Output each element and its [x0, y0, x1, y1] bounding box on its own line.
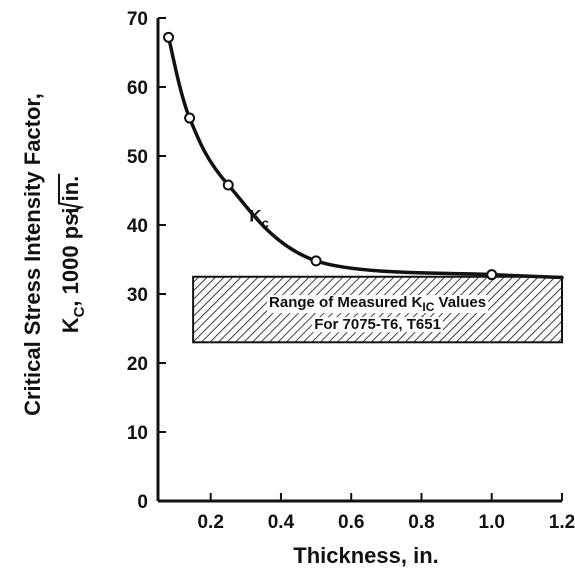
y-tick-label: 30: [127, 285, 148, 306]
series-group: [163, 31, 564, 281]
y-tick-label: 50: [127, 147, 148, 168]
band-annotation: Range of Measured KIC Values For 7075-T6…: [267, 294, 489, 333]
y-axis-label-k-subscript: C: [71, 306, 88, 317]
band-annotation-sub: IC: [422, 300, 434, 314]
x-tick-label: 0.4: [268, 512, 295, 533]
band-annotation-pre: Range of Measured K: [269, 294, 423, 311]
y-axis-label-line2: KC, 1000 psi in.: [58, 176, 88, 334]
series-label-kc: Kc: [249, 207, 269, 231]
y-tick-label: 40: [127, 216, 148, 237]
y-tick-label: 70: [127, 9, 148, 30]
x-tick-label: 0.2: [197, 512, 223, 533]
data-point-marker: [310, 255, 322, 267]
y-axis-label-root-arg: in.: [58, 176, 83, 202]
data-point-marker: [486, 269, 498, 281]
x-tick-label: 0.6: [338, 512, 364, 533]
band-annotation-post: Values: [434, 294, 486, 311]
data-point-marker: [222, 179, 234, 191]
band-annotation-bg-2: [312, 317, 443, 333]
band-annotation-line1: Range of Measured KIC Values: [269, 294, 486, 314]
y-tick-label: 0: [137, 492, 148, 513]
y-axis-label-k: K: [58, 317, 83, 333]
y-tick-label: 60: [127, 78, 148, 99]
y-axis-label-line1: Critical Stress Intensity Factor,: [20, 93, 45, 416]
y-axis-label-units: , 1000 psi: [58, 201, 83, 306]
series-line-kc: [166, 35, 564, 280]
x-axis-ticks: 0.2 0.4 0.6 0.8 1.0 1.2: [197, 493, 575, 533]
series-label-k: K: [249, 207, 262, 226]
x-axis-label: Thickness, in.: [293, 543, 439, 568]
data-point-marker: [184, 112, 196, 124]
y-axis-label: Critical Stress Intensity Factor, KC, 10…: [20, 93, 88, 416]
plot-frame: [156, 18, 562, 503]
sqrt-sign-icon: [58, 173, 85, 218]
x-tick-label: 0.8: [408, 512, 434, 533]
series-label-sub: c: [262, 216, 269, 231]
band-annotation-line2: For 7075-T6, T651: [314, 316, 441, 333]
x-tick-label: 1.0: [479, 512, 505, 533]
x-tick-label: 1.2: [549, 512, 575, 533]
y-axis-ticks: 0 10 20 30 40 50 60 70: [127, 9, 166, 513]
data-point-marker: [163, 31, 175, 43]
band-annotation-bg-1: [267, 295, 489, 314]
y-tick-label: 10: [127, 423, 148, 444]
y-tick-label: 20: [127, 354, 148, 375]
